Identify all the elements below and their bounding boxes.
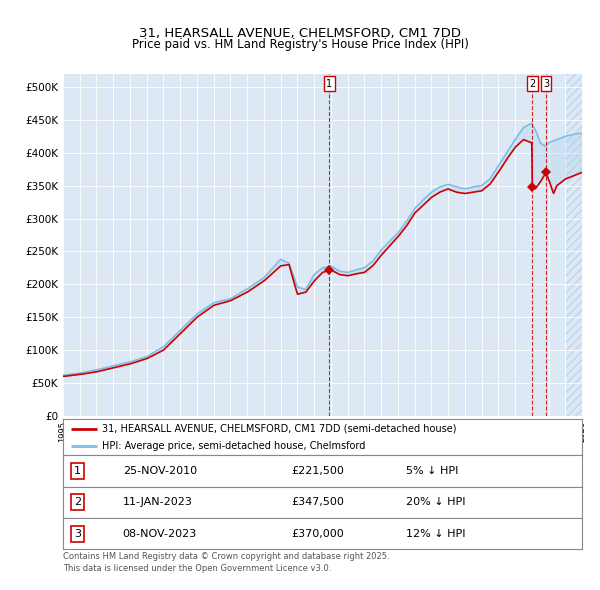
Text: £370,000: £370,000: [292, 529, 344, 539]
Text: 08-NOV-2023: 08-NOV-2023: [122, 529, 197, 539]
Text: Price paid vs. HM Land Registry's House Price Index (HPI): Price paid vs. HM Land Registry's House …: [131, 38, 469, 51]
Text: Contains HM Land Registry data © Crown copyright and database right 2025.
This d: Contains HM Land Registry data © Crown c…: [63, 552, 389, 573]
Text: 3: 3: [543, 78, 549, 88]
Text: £347,500: £347,500: [292, 497, 344, 507]
Text: HPI: Average price, semi-detached house, Chelmsford: HPI: Average price, semi-detached house,…: [102, 441, 365, 451]
Text: £221,500: £221,500: [292, 466, 344, 476]
Text: 1: 1: [326, 78, 332, 88]
Text: 12% ↓ HPI: 12% ↓ HPI: [406, 529, 465, 539]
Text: 5% ↓ HPI: 5% ↓ HPI: [406, 466, 458, 476]
Text: 2: 2: [529, 78, 535, 88]
Text: 1: 1: [74, 466, 81, 476]
Text: 2: 2: [74, 497, 81, 507]
Text: 11-JAN-2023: 11-JAN-2023: [122, 497, 193, 507]
Text: 31, HEARSALL AVENUE, CHELMSFORD, CM1 7DD: 31, HEARSALL AVENUE, CHELMSFORD, CM1 7DD: [139, 27, 461, 40]
Text: 31, HEARSALL AVENUE, CHELMSFORD, CM1 7DD (semi-detached house): 31, HEARSALL AVENUE, CHELMSFORD, CM1 7DD…: [102, 424, 457, 434]
Text: 20% ↓ HPI: 20% ↓ HPI: [406, 497, 465, 507]
Text: 25-NOV-2010: 25-NOV-2010: [122, 466, 197, 476]
Text: 3: 3: [74, 529, 81, 539]
